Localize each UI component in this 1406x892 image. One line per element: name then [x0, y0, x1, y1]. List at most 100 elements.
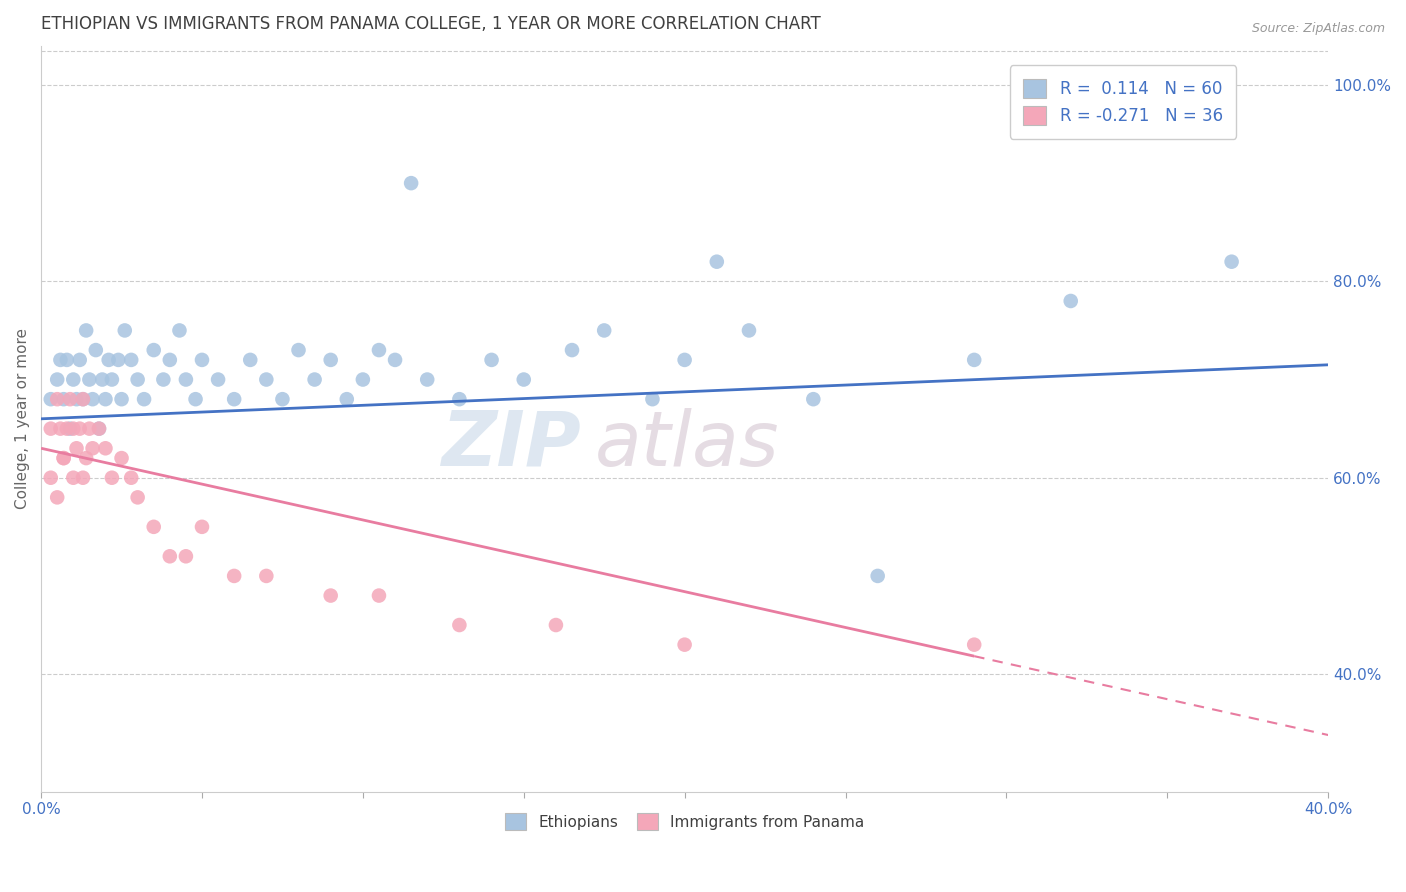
Point: [52, 451, 75, 466]
Point: [62, 422, 84, 436]
Legend: Ethiopians, Immigrants from Panama: Ethiopians, Immigrants from Panama: [499, 806, 870, 837]
Point: [91, 372, 114, 386]
Point: [304, 372, 326, 386]
Point: [101, 372, 124, 386]
Point: [39, 471, 62, 485]
Point: [673, 352, 696, 367]
Point: [801, 392, 824, 407]
Point: [673, 638, 696, 652]
Point: [107, 352, 129, 367]
Point: [94, 392, 117, 407]
Point: [79, 372, 101, 386]
Point: [65, 392, 87, 407]
Point: [561, 343, 583, 357]
Point: [52, 451, 75, 466]
Point: [79, 422, 101, 436]
Point: [87, 422, 110, 436]
Point: [69, 422, 91, 436]
Point: [59, 422, 82, 436]
Point: [39, 422, 62, 436]
Point: [224, 569, 246, 583]
Point: [224, 392, 246, 407]
Point: [159, 549, 181, 564]
Point: [207, 372, 229, 386]
Point: [72, 392, 94, 407]
Point: [87, 422, 110, 436]
Point: [142, 343, 165, 357]
Point: [184, 392, 207, 407]
Point: [271, 392, 294, 407]
Point: [963, 352, 986, 367]
Point: [62, 372, 84, 386]
Point: [49, 352, 72, 367]
Point: [84, 343, 107, 357]
Point: [239, 352, 262, 367]
Point: [46, 392, 69, 407]
Point: [120, 471, 142, 485]
Point: [449, 392, 471, 407]
Point: [56, 352, 79, 367]
Point: [152, 372, 174, 386]
Point: [336, 392, 359, 407]
Point: [46, 372, 69, 386]
Text: Source: ZipAtlas.com: Source: ZipAtlas.com: [1251, 22, 1385, 36]
Text: ZIP: ZIP: [441, 408, 582, 482]
Point: [191, 520, 214, 534]
Point: [368, 589, 391, 603]
Point: [49, 422, 72, 436]
Point: [352, 372, 374, 386]
Point: [159, 352, 181, 367]
Point: [94, 442, 117, 456]
Point: [82, 392, 104, 407]
Point: [72, 471, 94, 485]
Point: [191, 352, 214, 367]
Point: [481, 352, 503, 367]
Point: [513, 372, 536, 386]
Point: [56, 422, 79, 436]
Point: [52, 392, 75, 407]
Point: [142, 520, 165, 534]
Point: [416, 372, 439, 386]
Point: [75, 323, 97, 337]
Point: [384, 352, 406, 367]
Point: [866, 569, 889, 583]
Point: [39, 392, 62, 407]
Point: [706, 254, 728, 268]
Point: [120, 352, 142, 367]
Point: [963, 638, 986, 652]
Point: [593, 323, 616, 337]
Text: atlas: atlas: [595, 408, 779, 482]
Point: [319, 589, 342, 603]
Point: [1220, 254, 1243, 268]
Point: [1060, 293, 1083, 308]
Point: [174, 549, 197, 564]
Point: [169, 323, 191, 337]
Point: [254, 569, 277, 583]
Point: [319, 352, 342, 367]
Point: [69, 352, 91, 367]
Point: [132, 392, 155, 407]
Point: [449, 618, 471, 632]
Point: [97, 352, 120, 367]
Point: [65, 442, 87, 456]
Text: ETHIOPIAN VS IMMIGRANTS FROM PANAMA COLLEGE, 1 YEAR OR MORE CORRELATION CHART: ETHIOPIAN VS IMMIGRANTS FROM PANAMA COLL…: [41, 15, 821, 33]
Point: [368, 343, 391, 357]
Point: [641, 392, 664, 407]
Y-axis label: College, 1 year or more: College, 1 year or more: [15, 328, 30, 509]
Point: [46, 491, 69, 505]
Point: [738, 323, 761, 337]
Point: [82, 442, 104, 456]
Point: [110, 392, 132, 407]
Point: [75, 451, 97, 466]
Point: [544, 618, 567, 632]
Point: [127, 491, 149, 505]
Point: [254, 372, 277, 386]
Point: [114, 323, 136, 337]
Point: [59, 392, 82, 407]
Point: [101, 471, 124, 485]
Point: [174, 372, 197, 386]
Point: [72, 392, 94, 407]
Point: [127, 372, 149, 386]
Point: [287, 343, 309, 357]
Point: [62, 471, 84, 485]
